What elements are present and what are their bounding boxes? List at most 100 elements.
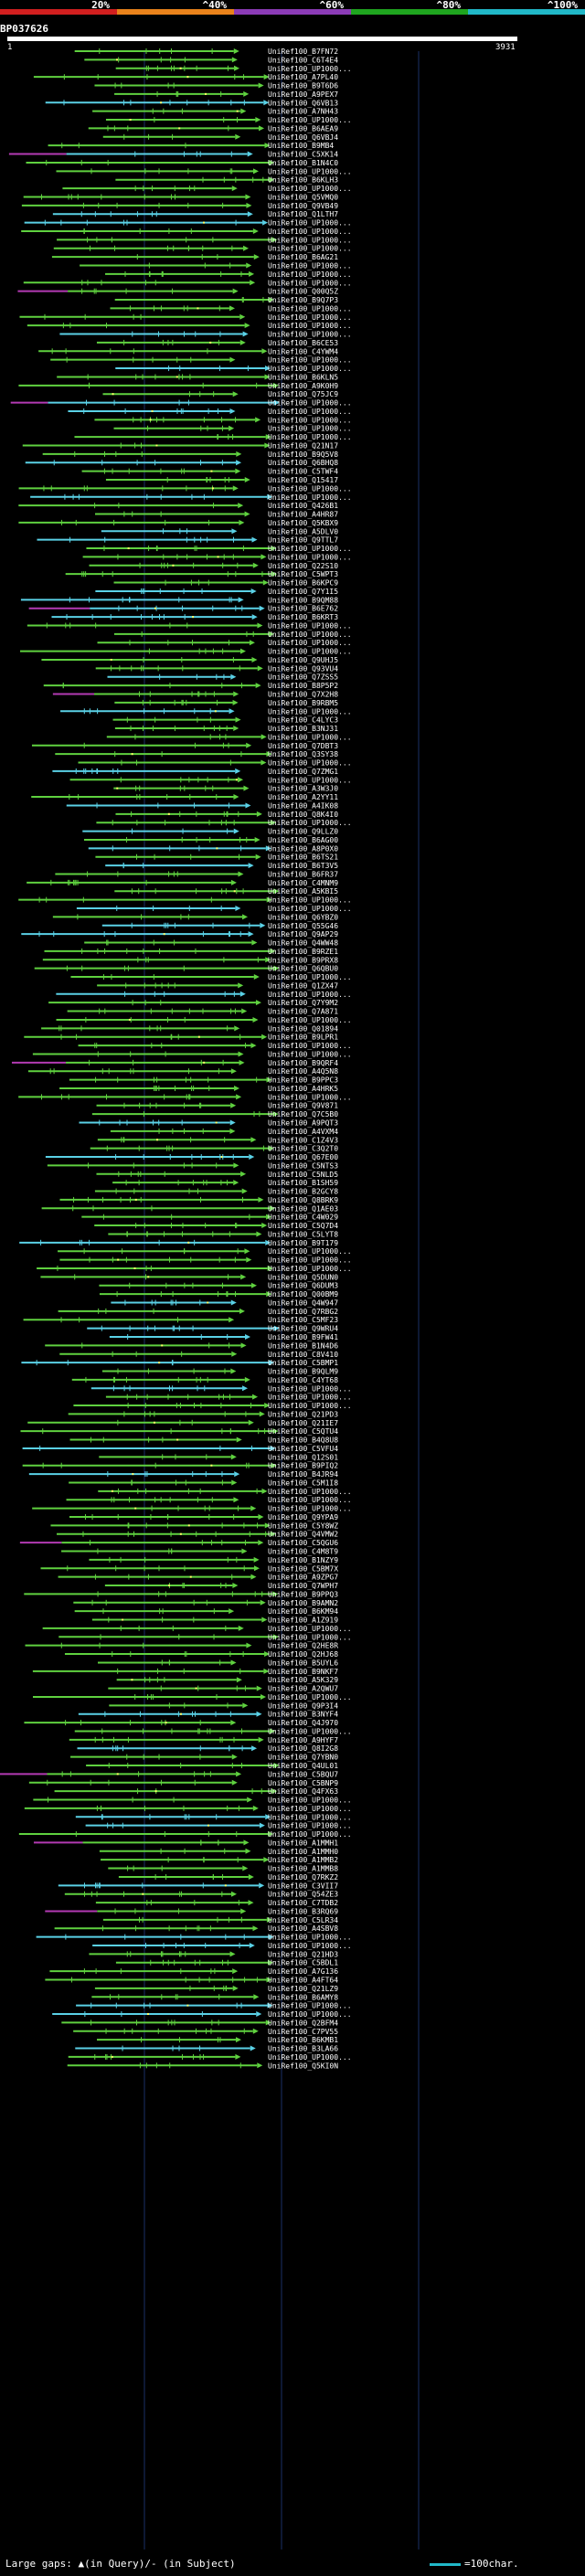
hit-label[interactable]: UniRef100_Q4FX63 bbox=[268, 1787, 338, 1796]
hit-label[interactable]: UniRef100_UP1000... bbox=[268, 279, 352, 287]
hit-row[interactable]: UniRef100_Q8K4I0 bbox=[115, 811, 338, 819]
hit-row[interactable]: UniRef100_Q21N17 bbox=[22, 441, 338, 450]
hit-row[interactable]: UniRef100_Q4J970 bbox=[24, 1719, 338, 1727]
hit-row[interactable]: UniRef100_UP1000... bbox=[78, 759, 352, 768]
hit-label[interactable]: UniRef100_Q21N17 bbox=[268, 441, 338, 450]
hit-row[interactable]: UniRef100_B6AEA9 bbox=[88, 124, 338, 133]
hit-row[interactable]: UniRef100_B3NJ31 bbox=[114, 725, 338, 733]
hit-label[interactable]: UniRef100_Q6VB13 bbox=[268, 99, 338, 107]
hit-row[interactable]: UniRef100_C5QTU4 bbox=[20, 1427, 338, 1436]
hit-label[interactable]: UniRef100_Q5VMQ0 bbox=[268, 193, 338, 201]
hit-row[interactable]: UniRef100_A9PEX7 bbox=[114, 90, 338, 99]
hit-label[interactable]: UniRef100_C4MNM9 bbox=[268, 879, 338, 887]
hit-label[interactable]: UniRef100_B6T3V5 bbox=[268, 862, 338, 870]
hit-row[interactable]: UniRef100_A7G136 bbox=[49, 1967, 338, 1976]
hit-row[interactable]: UniRef100_Q9P3I4 bbox=[109, 1701, 338, 1710]
hit-row[interactable]: UniRef100_Q5DUN0 bbox=[40, 1273, 338, 1281]
hit-row[interactable]: UniRef100_Q7Y1I5 bbox=[95, 588, 338, 596]
hit-row[interactable]: UniRef100_UP1000... bbox=[62, 185, 352, 193]
hit-row[interactable]: UniRef100_B6KRT3 bbox=[51, 613, 338, 621]
hit-row[interactable]: UniRef100_C5BMP1 bbox=[21, 1359, 338, 1367]
hit-row[interactable]: UniRef100_Q00Q5Z bbox=[17, 288, 338, 296]
hit-label[interactable]: UniRef100_B9LPR1 bbox=[268, 1034, 338, 1042]
hit-label[interactable]: UniRef100_UP1000... bbox=[268, 1625, 352, 1633]
hit-label[interactable]: UniRef100_UP1000... bbox=[268, 1384, 352, 1393]
hit-row[interactable]: UniRef100_Q9V871 bbox=[96, 1102, 339, 1110]
hit-row[interactable]: UniRef100_UP1000... bbox=[90, 1384, 352, 1393]
hit-label[interactable]: UniRef100_A1MMH0 bbox=[268, 1848, 338, 1856]
hit-label[interactable]: UniRef100_Q1ZX47 bbox=[268, 981, 338, 990]
hit-label[interactable]: UniRef100_UP1000... bbox=[268, 1693, 352, 1701]
hit-label[interactable]: UniRef100_UP1000... bbox=[268, 219, 352, 228]
hit-label[interactable]: UniRef100_A7PL40 bbox=[268, 73, 338, 81]
hit-row[interactable]: UniRef100_B1NZY9 bbox=[89, 1556, 338, 1564]
hit-label[interactable]: UniRef100_B6TS21 bbox=[268, 853, 338, 862]
hit-row[interactable]: UniRef100_Q01894 bbox=[41, 1024, 338, 1033]
hit-row[interactable]: UniRef100_B6AG00 bbox=[83, 836, 338, 844]
hit-label[interactable]: UniRef100_C5NLD5 bbox=[268, 1171, 338, 1179]
hit-label[interactable]: UniRef100_C8V410 bbox=[268, 1351, 338, 1359]
hit-label[interactable]: UniRef100_Q01894 bbox=[268, 1024, 338, 1033]
hit-row[interactable]: UniRef100_C5VFU4 bbox=[22, 1445, 339, 1453]
hit-label[interactable]: UniRef100_Q9UHJ5 bbox=[268, 656, 338, 664]
hit-label[interactable]: UniRef100_A1MMH1 bbox=[268, 1839, 338, 1847]
hit-label[interactable]: UniRef100_UP1000... bbox=[268, 648, 352, 656]
hit-row[interactable]: UniRef100_A1MMH0 bbox=[99, 1848, 338, 1856]
hit-row[interactable]: UniRef100_A4Q5N8 bbox=[27, 1067, 338, 1076]
hit-row[interactable]: UniRef100_A3W3J0 bbox=[113, 785, 338, 793]
hit-row[interactable]: UniRef100_B9PRX8 bbox=[42, 956, 338, 964]
hit-row[interactable]: UniRef100_UP1000... bbox=[98, 1488, 352, 1496]
hit-row[interactable]: UniRef100_Q7X2H8 bbox=[52, 691, 338, 699]
hit-row[interactable]: UniRef100_C5Y8WZ bbox=[50, 1521, 338, 1530]
hit-label[interactable]: UniRef100_B2GCY8 bbox=[268, 1188, 338, 1196]
hit-row[interactable]: UniRef100_B9PIQ2 bbox=[22, 1462, 339, 1470]
hit-row[interactable]: UniRef100_UP1000... bbox=[75, 1813, 352, 1821]
hit-label[interactable]: UniRef100_UP1000... bbox=[268, 973, 352, 981]
hit-label[interactable]: UniRef100_Q9VB49 bbox=[268, 202, 338, 210]
hit-label[interactable]: UniRef100_UP1000... bbox=[268, 331, 352, 339]
hit-row[interactable]: UniRef100_A9PQT3 bbox=[79, 1119, 338, 1128]
hit-row[interactable]: UniRef100_Q7Y9M2 bbox=[48, 999, 338, 1007]
hit-label[interactable]: UniRef100_Q4W947 bbox=[268, 1299, 338, 1307]
hit-row[interactable]: UniRef100_C3VII7 bbox=[58, 1882, 338, 1890]
hit-label[interactable]: UniRef100_B6CE53 bbox=[268, 339, 338, 347]
hit-label[interactable]: UniRef100_UP1000... bbox=[268, 408, 352, 416]
hit-row[interactable]: UniRef100_A5KBI5 bbox=[114, 887, 338, 896]
hit-label[interactable]: UniRef100_UP1000... bbox=[268, 621, 352, 630]
hit-row[interactable]: UniRef100_UP1000... bbox=[27, 621, 352, 630]
hit-label[interactable]: UniRef100_A9K0H9 bbox=[268, 382, 338, 390]
hit-label[interactable]: UniRef100_B9AMN2 bbox=[268, 1599, 338, 1607]
hit-row[interactable]: UniRef100_UP1000... bbox=[59, 331, 352, 339]
hit-row[interactable]: UniRef100_UP1000... bbox=[69, 776, 352, 784]
hit-row[interactable]: UniRef100_A1MMB2 bbox=[101, 1856, 338, 1864]
hit-row[interactable]: UniRef100_Q6QBU0 bbox=[34, 965, 339, 973]
hit-label[interactable]: UniRef100_C5QGU6 bbox=[268, 1539, 338, 1547]
hit-label[interactable]: UniRef100_UP1000... bbox=[268, 399, 352, 408]
hit-label[interactable]: UniRef100_B9MB4 bbox=[268, 142, 334, 150]
hit-row[interactable]: UniRef100_B9QRF4 bbox=[11, 1059, 338, 1067]
hit-row[interactable]: UniRef100_A5DLV0 bbox=[101, 527, 338, 535]
hit-row[interactable]: UniRef100_B3LA66 bbox=[75, 2045, 338, 2053]
hit-label[interactable]: UniRef100_B6KMB1 bbox=[268, 2036, 338, 2044]
hit-row[interactable]: UniRef100_C6T4E4 bbox=[84, 56, 338, 64]
hit-label[interactable]: UniRef100_UP1000... bbox=[268, 313, 352, 322]
hit-row[interactable]: UniRef100_UP1000... bbox=[82, 553, 352, 561]
hit-row[interactable]: UniRef100_C8V410 bbox=[59, 1351, 338, 1359]
hit-label[interactable]: UniRef100_Q4VMW2 bbox=[268, 1531, 338, 1539]
hit-row[interactable]: UniRef100_C5TWF4 bbox=[81, 468, 339, 476]
hit-row[interactable]: UniRef100_A1MMB8 bbox=[108, 1865, 338, 1873]
hit-row[interactable]: UniRef100_Q7ZMG1 bbox=[52, 768, 338, 776]
hit-row[interactable]: UniRef100_A1Z919 bbox=[91, 1617, 338, 1625]
hit-label[interactable]: UniRef100_B6FR37 bbox=[268, 870, 338, 878]
hit-row[interactable]: UniRef100_UP1000... bbox=[18, 484, 352, 493]
hit-label[interactable]: UniRef100_Q6BHQ8 bbox=[268, 459, 338, 467]
hit-row[interactable]: UniRef100_C5LR34 bbox=[102, 1916, 338, 1924]
hit-row[interactable]: UniRef100_A4VXM4 bbox=[110, 1128, 338, 1136]
hit-label[interactable]: UniRef100_Q9V871 bbox=[268, 1102, 338, 1110]
hit-label[interactable]: UniRef100_A2YY11 bbox=[268, 793, 338, 801]
hit-label[interactable]: UniRef100_UP1000... bbox=[268, 1805, 352, 1813]
hit-row[interactable]: UniRef100_Q3SY38 bbox=[55, 750, 338, 758]
hit-row[interactable]: UniRef100_Q7RKZ2 bbox=[118, 1873, 338, 1882]
hit-label[interactable]: UniRef100_UP1000... bbox=[268, 262, 352, 270]
hit-label[interactable]: UniRef100_Q67E00 bbox=[268, 1153, 338, 1161]
